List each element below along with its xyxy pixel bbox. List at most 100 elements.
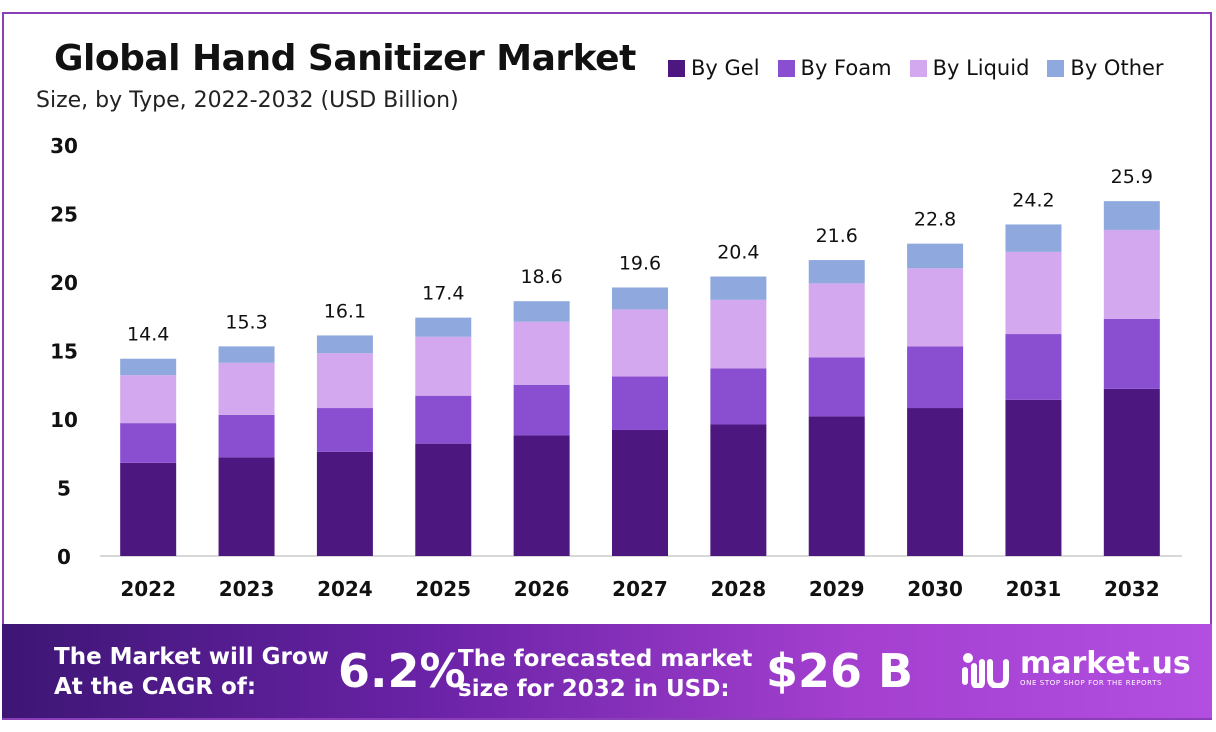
bar-segment-by-other xyxy=(513,301,570,322)
legend-label: By Foam xyxy=(800,56,892,80)
x-tick-label: 2025 xyxy=(415,577,471,601)
legend-swatch xyxy=(1047,59,1065,77)
bar-segment-by-other xyxy=(415,317,472,337)
legend-item-by-gel: By Gel xyxy=(668,56,760,80)
bar-segment-by-foam xyxy=(612,376,668,430)
total-data-label: 18.6 xyxy=(520,266,562,288)
bar-segment-by-liquid xyxy=(907,268,964,347)
bar-segment-by-other xyxy=(808,260,865,284)
legend-swatch xyxy=(777,59,795,77)
total-data-label: 19.6 xyxy=(619,252,661,274)
bar-segment-by-other xyxy=(612,287,668,310)
forecast-label-line2: size for 2032 in USD: xyxy=(458,676,730,702)
total-data-label: 24.2 xyxy=(1012,189,1054,211)
y-tick-label: 5 xyxy=(57,477,71,501)
bar-segment-by-gel xyxy=(710,424,767,556)
bar-segment-by-other xyxy=(218,346,275,363)
bar-segment-by-gel xyxy=(513,435,570,556)
bar-segment-by-liquid xyxy=(415,336,472,396)
y-tick-label: 15 xyxy=(50,340,78,364)
summary-banner xyxy=(2,624,1212,718)
bar-segment-by-foam xyxy=(513,384,570,436)
market-us-logo: market.us ONE STOP SHOP FOR THE REPORTS xyxy=(960,648,1191,688)
bar-segment-by-other xyxy=(316,335,373,354)
bar-segment-by-gel xyxy=(415,443,472,556)
bar-segment-by-foam xyxy=(415,395,472,444)
logo-tagline: ONE STOP SHOP FOR THE REPORTS xyxy=(1020,679,1163,687)
bar-segment-by-other xyxy=(1005,224,1062,252)
bar-segment-by-liquid xyxy=(1005,251,1062,335)
y-tick-label: 0 xyxy=(57,545,71,569)
x-tick-label: 2028 xyxy=(711,577,767,601)
bar-segment-by-other xyxy=(1103,201,1160,230)
cagr-label-line2: At the CAGR of: xyxy=(54,674,257,700)
legend-label: By Other xyxy=(1070,56,1164,80)
bar-segment-by-gel xyxy=(1103,388,1160,556)
total-data-label: 16.1 xyxy=(324,300,366,322)
bar-segment-by-other xyxy=(907,243,964,269)
legend-swatch xyxy=(909,59,927,77)
legend-swatch xyxy=(668,59,685,77)
bar-segment-by-gel xyxy=(907,408,964,556)
total-data-label: 25.9 xyxy=(1111,166,1153,188)
bar-segment-by-other xyxy=(710,276,767,300)
bar-segment-by-foam xyxy=(710,368,767,425)
x-tick-label: 2022 xyxy=(120,577,176,601)
total-data-label: 15.3 xyxy=(225,311,267,333)
bar-segment-by-foam xyxy=(316,408,373,452)
bar-segment-by-gel xyxy=(808,416,865,556)
bar-segment-by-liquid xyxy=(710,299,767,369)
logo-name: market.us xyxy=(1020,646,1191,681)
bar-segment-by-gel xyxy=(1005,399,1062,556)
x-tick-label: 2024 xyxy=(317,577,373,601)
bar-segment-by-foam xyxy=(120,423,177,463)
x-tick-label: 2029 xyxy=(809,577,865,601)
x-tick-label: 2032 xyxy=(1104,577,1160,601)
y-tick-label: 20 xyxy=(50,271,78,295)
bar-segment-by-gel xyxy=(316,451,373,556)
bar-segment-by-other xyxy=(120,358,177,376)
total-data-label: 20.4 xyxy=(717,242,759,264)
forecast-label-line1: The forecasted market xyxy=(458,646,753,672)
forecast-label: The forecasted market size for 2032 in U… xyxy=(458,644,752,704)
legend-item-by-other: By Other xyxy=(1047,56,1164,80)
y-tick-label: 25 xyxy=(50,203,78,227)
y-tick-label: 10 xyxy=(50,408,78,432)
x-tick-label: 2027 xyxy=(612,577,668,601)
cagr-label: The Market will Grow At the CAGR of: xyxy=(54,642,329,702)
bar-segment-by-liquid xyxy=(1103,229,1160,319)
bar-segment-by-foam xyxy=(808,357,865,417)
total-data-label: 22.8 xyxy=(914,209,956,231)
x-tick-label: 2026 xyxy=(514,577,570,601)
x-tick-label: 2031 xyxy=(1006,577,1062,601)
cagr-value: 6.2% xyxy=(338,644,466,698)
x-tick-label: 2023 xyxy=(219,577,275,601)
bar-segment-by-liquid xyxy=(218,362,275,415)
total-data-label: 14.4 xyxy=(127,324,169,346)
legend-item-by-foam: By Foam xyxy=(777,56,892,80)
total-data-label: 21.6 xyxy=(816,225,858,247)
bar-segment-by-foam xyxy=(907,346,964,409)
bar-segment-by-liquid xyxy=(612,309,668,377)
stacked-bar-chart: 05101520253014.4202215.3202316.1202417.4… xyxy=(50,134,1182,601)
x-tick-label: 2030 xyxy=(907,577,963,601)
bar-segment-by-liquid xyxy=(808,283,865,358)
total-data-label: 17.4 xyxy=(422,283,464,305)
chart-subtitle: Size, by Type, 2022-2032 (USD Billion) xyxy=(36,88,459,113)
cagr-label-line1: The Market will Grow xyxy=(54,644,329,670)
legend: By Gel By Foam By Liquid By Other xyxy=(668,56,1164,80)
bar-segment-by-liquid xyxy=(316,353,373,409)
y-tick-label: 30 xyxy=(50,134,78,158)
forecast-value: $26 B xyxy=(766,644,914,698)
bar-segment-by-gel xyxy=(612,429,668,556)
bar-segment-by-gel xyxy=(120,462,177,556)
bar-segment-by-foam xyxy=(1103,318,1160,389)
bar-segment-by-foam xyxy=(218,414,275,458)
logo-mark-icon xyxy=(962,653,1009,688)
chart-title: Global Hand Sanitizer Market xyxy=(54,38,636,79)
bar-segment-by-liquid xyxy=(513,321,570,385)
legend-label: By Liquid xyxy=(932,56,1030,80)
bar-segment-by-gel xyxy=(218,457,275,556)
bar-segment-by-foam xyxy=(1005,334,1062,400)
legend-item-by-liquid: By Liquid xyxy=(909,56,1030,80)
